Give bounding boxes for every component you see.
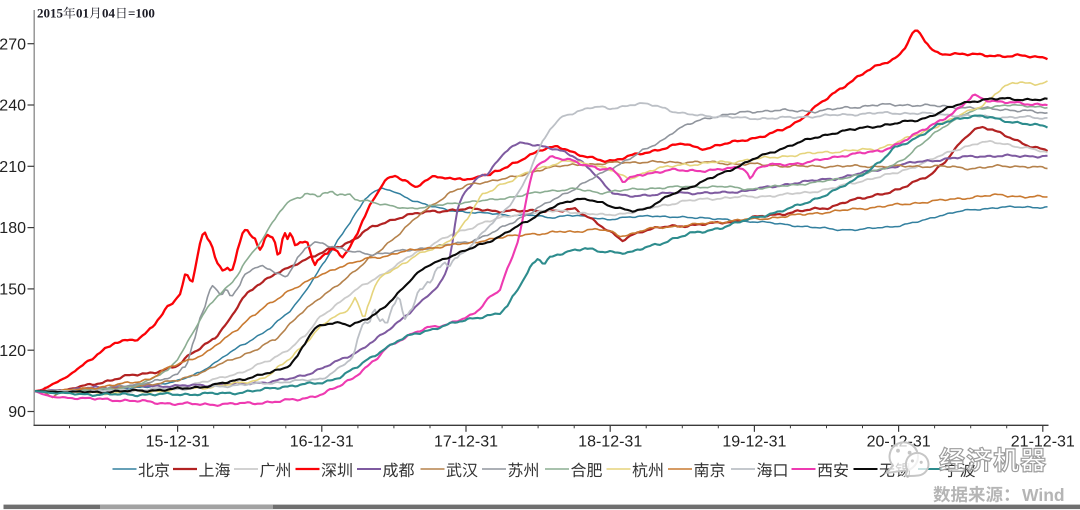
svg-text:04: 04 bbox=[102, 6, 116, 21]
svg-text:18-12-31: 18-12-31 bbox=[578, 434, 642, 451]
svg-text:21-12-31: 21-12-31 bbox=[1011, 434, 1075, 451]
svg-text:Wind: Wind bbox=[1022, 485, 1065, 505]
svg-text:240: 240 bbox=[0, 98, 26, 115]
svg-text:270: 270 bbox=[0, 36, 26, 53]
svg-text:180: 180 bbox=[0, 220, 26, 237]
svg-text:19-12-31: 19-12-31 bbox=[722, 434, 786, 451]
svg-text:2015: 2015 bbox=[37, 6, 64, 21]
svg-text:120: 120 bbox=[0, 343, 26, 360]
svg-text:15-12-31: 15-12-31 bbox=[146, 434, 210, 451]
svg-text:90: 90 bbox=[8, 404, 26, 421]
svg-text:16-12-31: 16-12-31 bbox=[290, 434, 354, 451]
svg-text:01: 01 bbox=[76, 6, 89, 21]
svg-text:=100: =100 bbox=[128, 6, 155, 21]
svg-text:150: 150 bbox=[0, 282, 26, 299]
svg-text:17-12-31: 17-12-31 bbox=[434, 434, 498, 451]
svg-text:210: 210 bbox=[0, 159, 26, 176]
